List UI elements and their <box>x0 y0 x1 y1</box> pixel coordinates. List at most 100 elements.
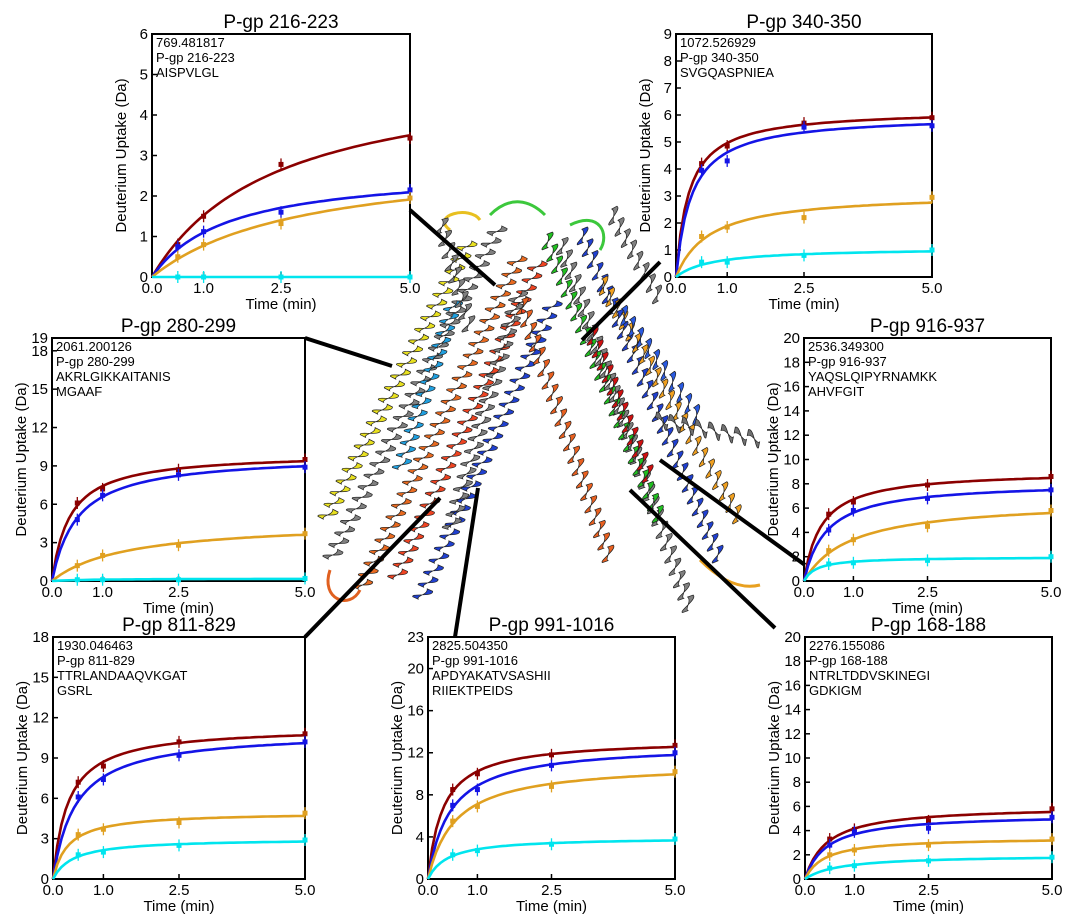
y-tick-label: 8 <box>792 476 800 493</box>
helix-segment <box>608 205 663 305</box>
y-tick-label: 5 <box>664 134 672 151</box>
y-axis-label: Deuterium Uptake (Da) <box>13 382 30 536</box>
data-point-cyan <box>549 841 554 847</box>
data-point-red <box>926 818 931 824</box>
data-point-blue <box>929 123 935 129</box>
y-tick-label: 7 <box>664 80 672 97</box>
data-point-cyan <box>827 865 833 871</box>
data-point-orange <box>176 542 181 548</box>
data-point-orange <box>699 234 705 239</box>
data-point-orange <box>826 548 832 554</box>
annotation-line: AISPVLGL <box>156 65 219 80</box>
data-point-orange <box>407 195 413 201</box>
data-point-blue <box>851 829 857 835</box>
data-point-cyan <box>699 259 705 265</box>
leader-line <box>628 488 777 630</box>
annotation-line: P-gp 811-829 <box>57 653 135 668</box>
data-point-blue <box>925 495 930 501</box>
y-tick-label: 3 <box>40 535 48 552</box>
data-point-cyan <box>672 836 678 842</box>
y-tick-label: 6 <box>664 107 672 124</box>
data-point-orange <box>801 215 807 221</box>
data-point-blue <box>1049 814 1055 820</box>
annotation-line: GDKIGM <box>809 683 862 698</box>
data-point-red <box>826 511 832 517</box>
data-point-red <box>302 457 308 462</box>
y-tick-label: 4 <box>664 161 672 178</box>
annotation-line: P-gp 340-350 <box>680 50 759 65</box>
x-tick-label: 1.0 <box>844 882 865 899</box>
x-axis-label: Time (min) <box>245 296 316 313</box>
data-point-orange <box>176 820 182 826</box>
chart-title: P-gp 916-937 <box>870 316 985 337</box>
leader-lines <box>303 208 807 639</box>
annotation-line: 1930.046463 <box>57 638 133 653</box>
series-curve-blue <box>426 753 676 880</box>
x-tick-label: 2.5 <box>794 280 815 297</box>
y-tick-label: 4 <box>140 107 148 124</box>
annotation-line: P-gp 991-1016 <box>432 653 518 668</box>
annotation-line: 2825.504350 <box>432 638 508 653</box>
series-curve-blue <box>51 741 306 880</box>
y-tick-label: 10 <box>783 452 800 469</box>
data-point-blue <box>100 777 106 783</box>
data-point-red <box>724 143 730 149</box>
annotation-line: P-gp 280-299 <box>56 354 135 369</box>
data-point-cyan <box>278 274 284 280</box>
x-tick-label: 2.5 <box>918 882 939 899</box>
x-tick-label: 2.5 <box>169 882 190 899</box>
helix-segment <box>392 300 463 471</box>
data-point-blue <box>1048 487 1054 493</box>
data-point-red <box>699 161 705 167</box>
data-point-cyan <box>176 577 181 583</box>
x-tick-label: 2.5 <box>917 584 938 601</box>
y-tick-label: 6 <box>792 500 800 517</box>
x-tick-label: 5.0 <box>295 584 316 601</box>
data-point-cyan <box>850 560 856 566</box>
chart-title: P-gp 168-188 <box>871 615 986 636</box>
chart-title: P-gp 216-223 <box>223 12 338 33</box>
x-tick-label: 5.0 <box>400 280 421 297</box>
y-tick-label: 3 <box>140 148 148 165</box>
annotation-line: AHVFGIT <box>808 384 864 399</box>
data-point-orange <box>672 769 678 775</box>
y-tick-label: 6 <box>41 790 49 807</box>
y-tick-label: 20 <box>784 629 801 646</box>
annotation-line: SVGQASPNIEA <box>680 65 774 80</box>
x-tick-label: 1.0 <box>193 280 214 297</box>
helix-segment <box>322 225 508 560</box>
annotation-line: P-gp 916-937 <box>808 354 887 369</box>
loop-segment <box>326 569 362 602</box>
y-tick-label: 16 <box>783 379 800 396</box>
y-tick-label: 2 <box>140 188 148 205</box>
x-tick-label: 0.0 <box>794 584 815 601</box>
annotation-line: APDYAKATVSASHII <box>432 668 551 683</box>
y-axis-label: Deuterium Uptake (Da) <box>765 382 782 536</box>
x-tick-label: 5.0 <box>295 882 316 899</box>
data-point-cyan <box>75 852 81 858</box>
y-tick-label: 15 <box>31 381 48 398</box>
x-tick-label: 1.0 <box>92 584 113 601</box>
y-tick-label: 12 <box>407 745 424 762</box>
y-tick-label: 12 <box>32 710 49 727</box>
y-tick-label: 16 <box>407 703 424 720</box>
loop-segment <box>569 218 606 251</box>
data-point-blue <box>100 492 106 498</box>
x-axis-label: Time (min) <box>516 898 587 915</box>
data-point-cyan <box>100 577 106 583</box>
y-tick-label: 0 <box>41 871 49 888</box>
data-point-cyan <box>302 575 308 581</box>
loop-segment <box>698 558 761 588</box>
data-point-cyan <box>801 252 807 258</box>
data-point-orange <box>474 803 480 809</box>
helix-segment <box>620 304 701 426</box>
y-tick-label: 0 <box>416 871 424 888</box>
x-tick-label: 2.5 <box>168 584 189 601</box>
data-point-orange <box>100 826 106 832</box>
data-point-orange <box>850 537 856 543</box>
data-point-red <box>1048 474 1054 480</box>
x-tick-label: 5.0 <box>1042 882 1063 899</box>
annotation-line: NTRLTDDVSKINEGI <box>809 668 930 683</box>
